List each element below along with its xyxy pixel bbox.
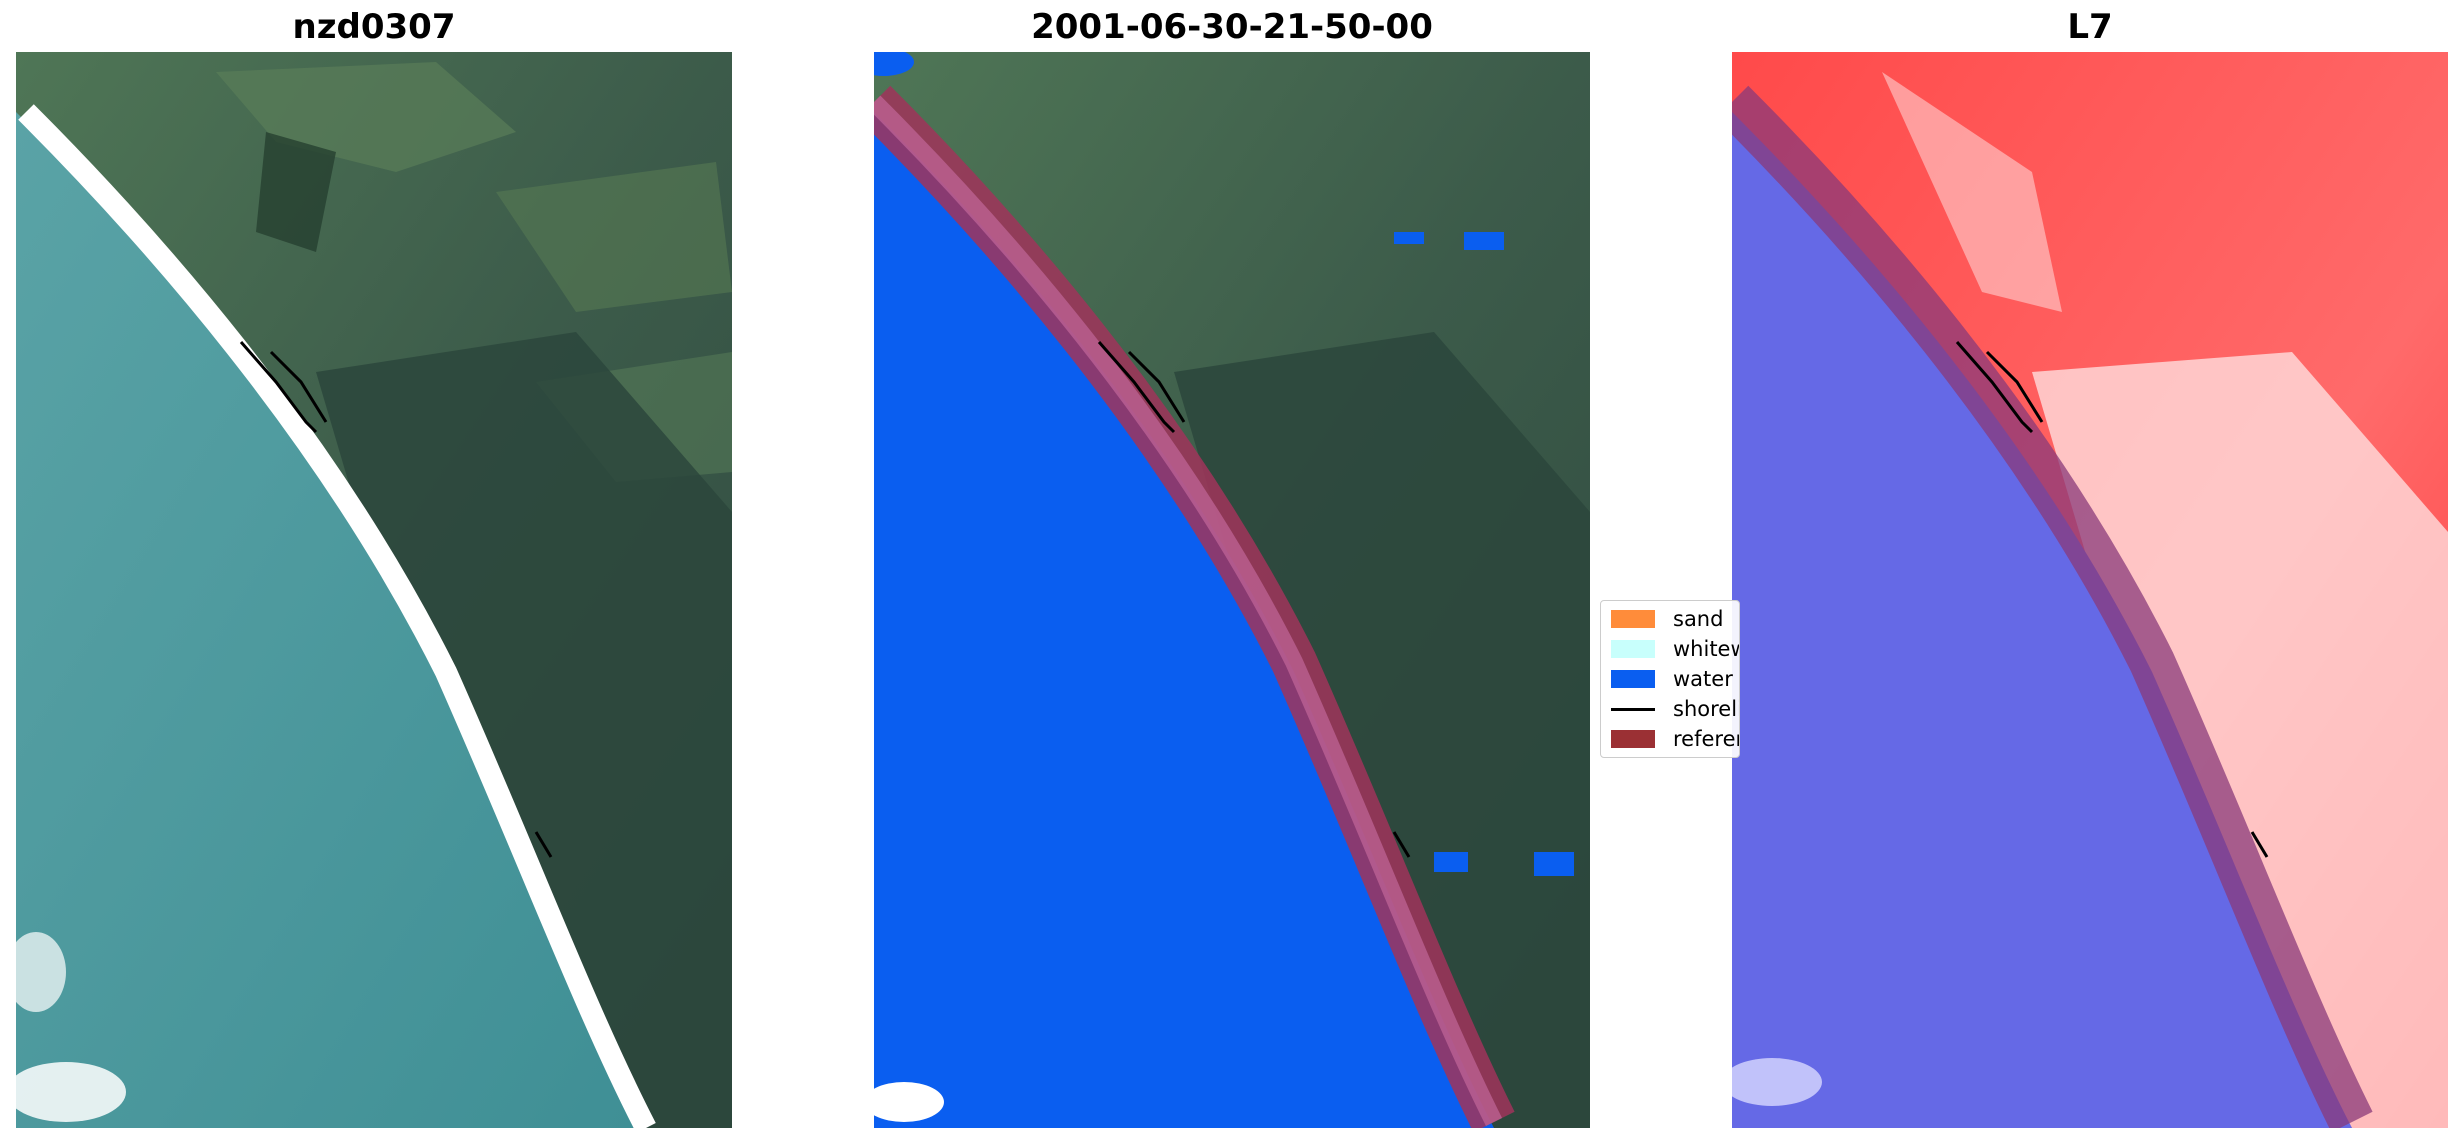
rgb-image-panel [16, 52, 732, 1128]
index-image [1732, 52, 2448, 1128]
legend-swatch-reference [1611, 730, 1655, 748]
legend-swatch-water [1611, 670, 1655, 688]
panel-title-rgb: nzd0307 [292, 7, 456, 47]
legend-item-reference: reference [1611, 727, 1739, 751]
classified-image-panel [874, 52, 1590, 1128]
legend-label-water: water [1673, 667, 1733, 691]
legend-swatch-sand [1611, 610, 1655, 628]
legend-line-shoreline [1611, 707, 1655, 711]
legend-label-sand: sand [1673, 607, 1724, 631]
panel-title-index: L7 [2067, 7, 2113, 47]
rgb-image [16, 52, 732, 1128]
legend-swatch-whitewater [1611, 640, 1655, 658]
legend-item-water: water [1611, 667, 1733, 691]
classified-image [874, 52, 1590, 1128]
legend-label-reference: reference [1673, 727, 1739, 751]
legend-item-shoreline: shoreline [1611, 697, 1739, 721]
panel-title-classified: 2001-06-30-21-50-00 [1031, 7, 1433, 47]
legend-label-shoreline: shoreline [1673, 697, 1739, 721]
legend-item-sand: sand [1611, 607, 1723, 631]
index-image-panel [1732, 52, 2448, 1128]
